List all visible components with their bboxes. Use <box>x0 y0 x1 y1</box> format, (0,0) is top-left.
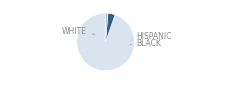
Text: BLACK: BLACK <box>130 39 162 48</box>
Wedge shape <box>106 13 115 42</box>
Wedge shape <box>106 13 108 42</box>
Text: WHITE: WHITE <box>62 27 95 36</box>
Wedge shape <box>77 13 134 71</box>
Text: HISPANIC: HISPANIC <box>131 32 172 41</box>
